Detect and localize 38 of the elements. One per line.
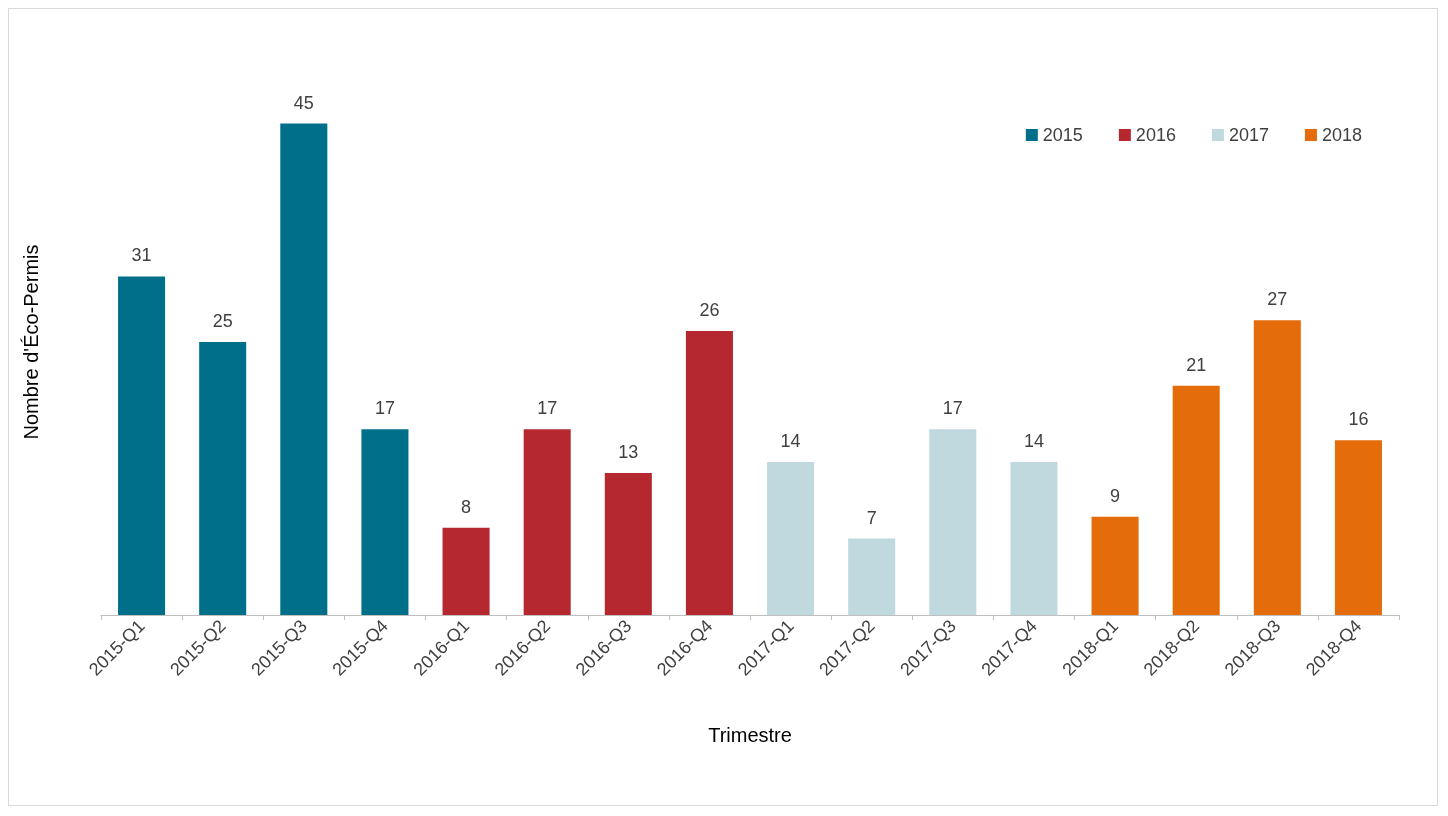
bar xyxy=(929,429,977,615)
bar xyxy=(199,342,247,615)
bar xyxy=(685,331,733,615)
bar xyxy=(361,429,409,615)
data-label: 16 xyxy=(1348,409,1369,430)
legend-label: 2017 xyxy=(1228,125,1269,145)
data-label: 26 xyxy=(699,300,720,321)
bar xyxy=(523,429,571,615)
data-label: 14 xyxy=(780,431,801,452)
data-label: 45 xyxy=(293,92,314,113)
data-label: 17 xyxy=(942,398,963,419)
x-axis-title: Trimestre xyxy=(708,724,792,746)
bar xyxy=(848,538,896,615)
bar xyxy=(280,123,328,615)
data-label: 8 xyxy=(461,496,472,517)
legend-label: 2015 xyxy=(1042,125,1083,145)
data-label: 14 xyxy=(1023,431,1044,452)
data-label: 7 xyxy=(866,507,877,528)
y-axis-title: Nombre d'Éco-Permis xyxy=(20,244,42,440)
data-label: 27 xyxy=(1267,289,1288,310)
data-label: 21 xyxy=(1186,354,1207,375)
legend-label: 2018 xyxy=(1321,125,1362,145)
bar xyxy=(118,276,166,615)
bar xyxy=(767,462,815,615)
bar xyxy=(1091,516,1139,615)
data-label: 31 xyxy=(131,245,152,266)
bar xyxy=(1010,462,1058,615)
data-label: 17 xyxy=(537,398,558,419)
data-label: 13 xyxy=(618,442,639,463)
data-label: 17 xyxy=(374,398,395,419)
data-label: 9 xyxy=(1110,485,1121,506)
bar xyxy=(1172,385,1220,615)
bar xyxy=(442,527,490,615)
bar xyxy=(1253,320,1301,615)
data-label: 25 xyxy=(212,311,233,331)
bar xyxy=(604,473,652,615)
bar xyxy=(1334,440,1382,615)
legend-label: 2016 xyxy=(1135,125,1176,145)
